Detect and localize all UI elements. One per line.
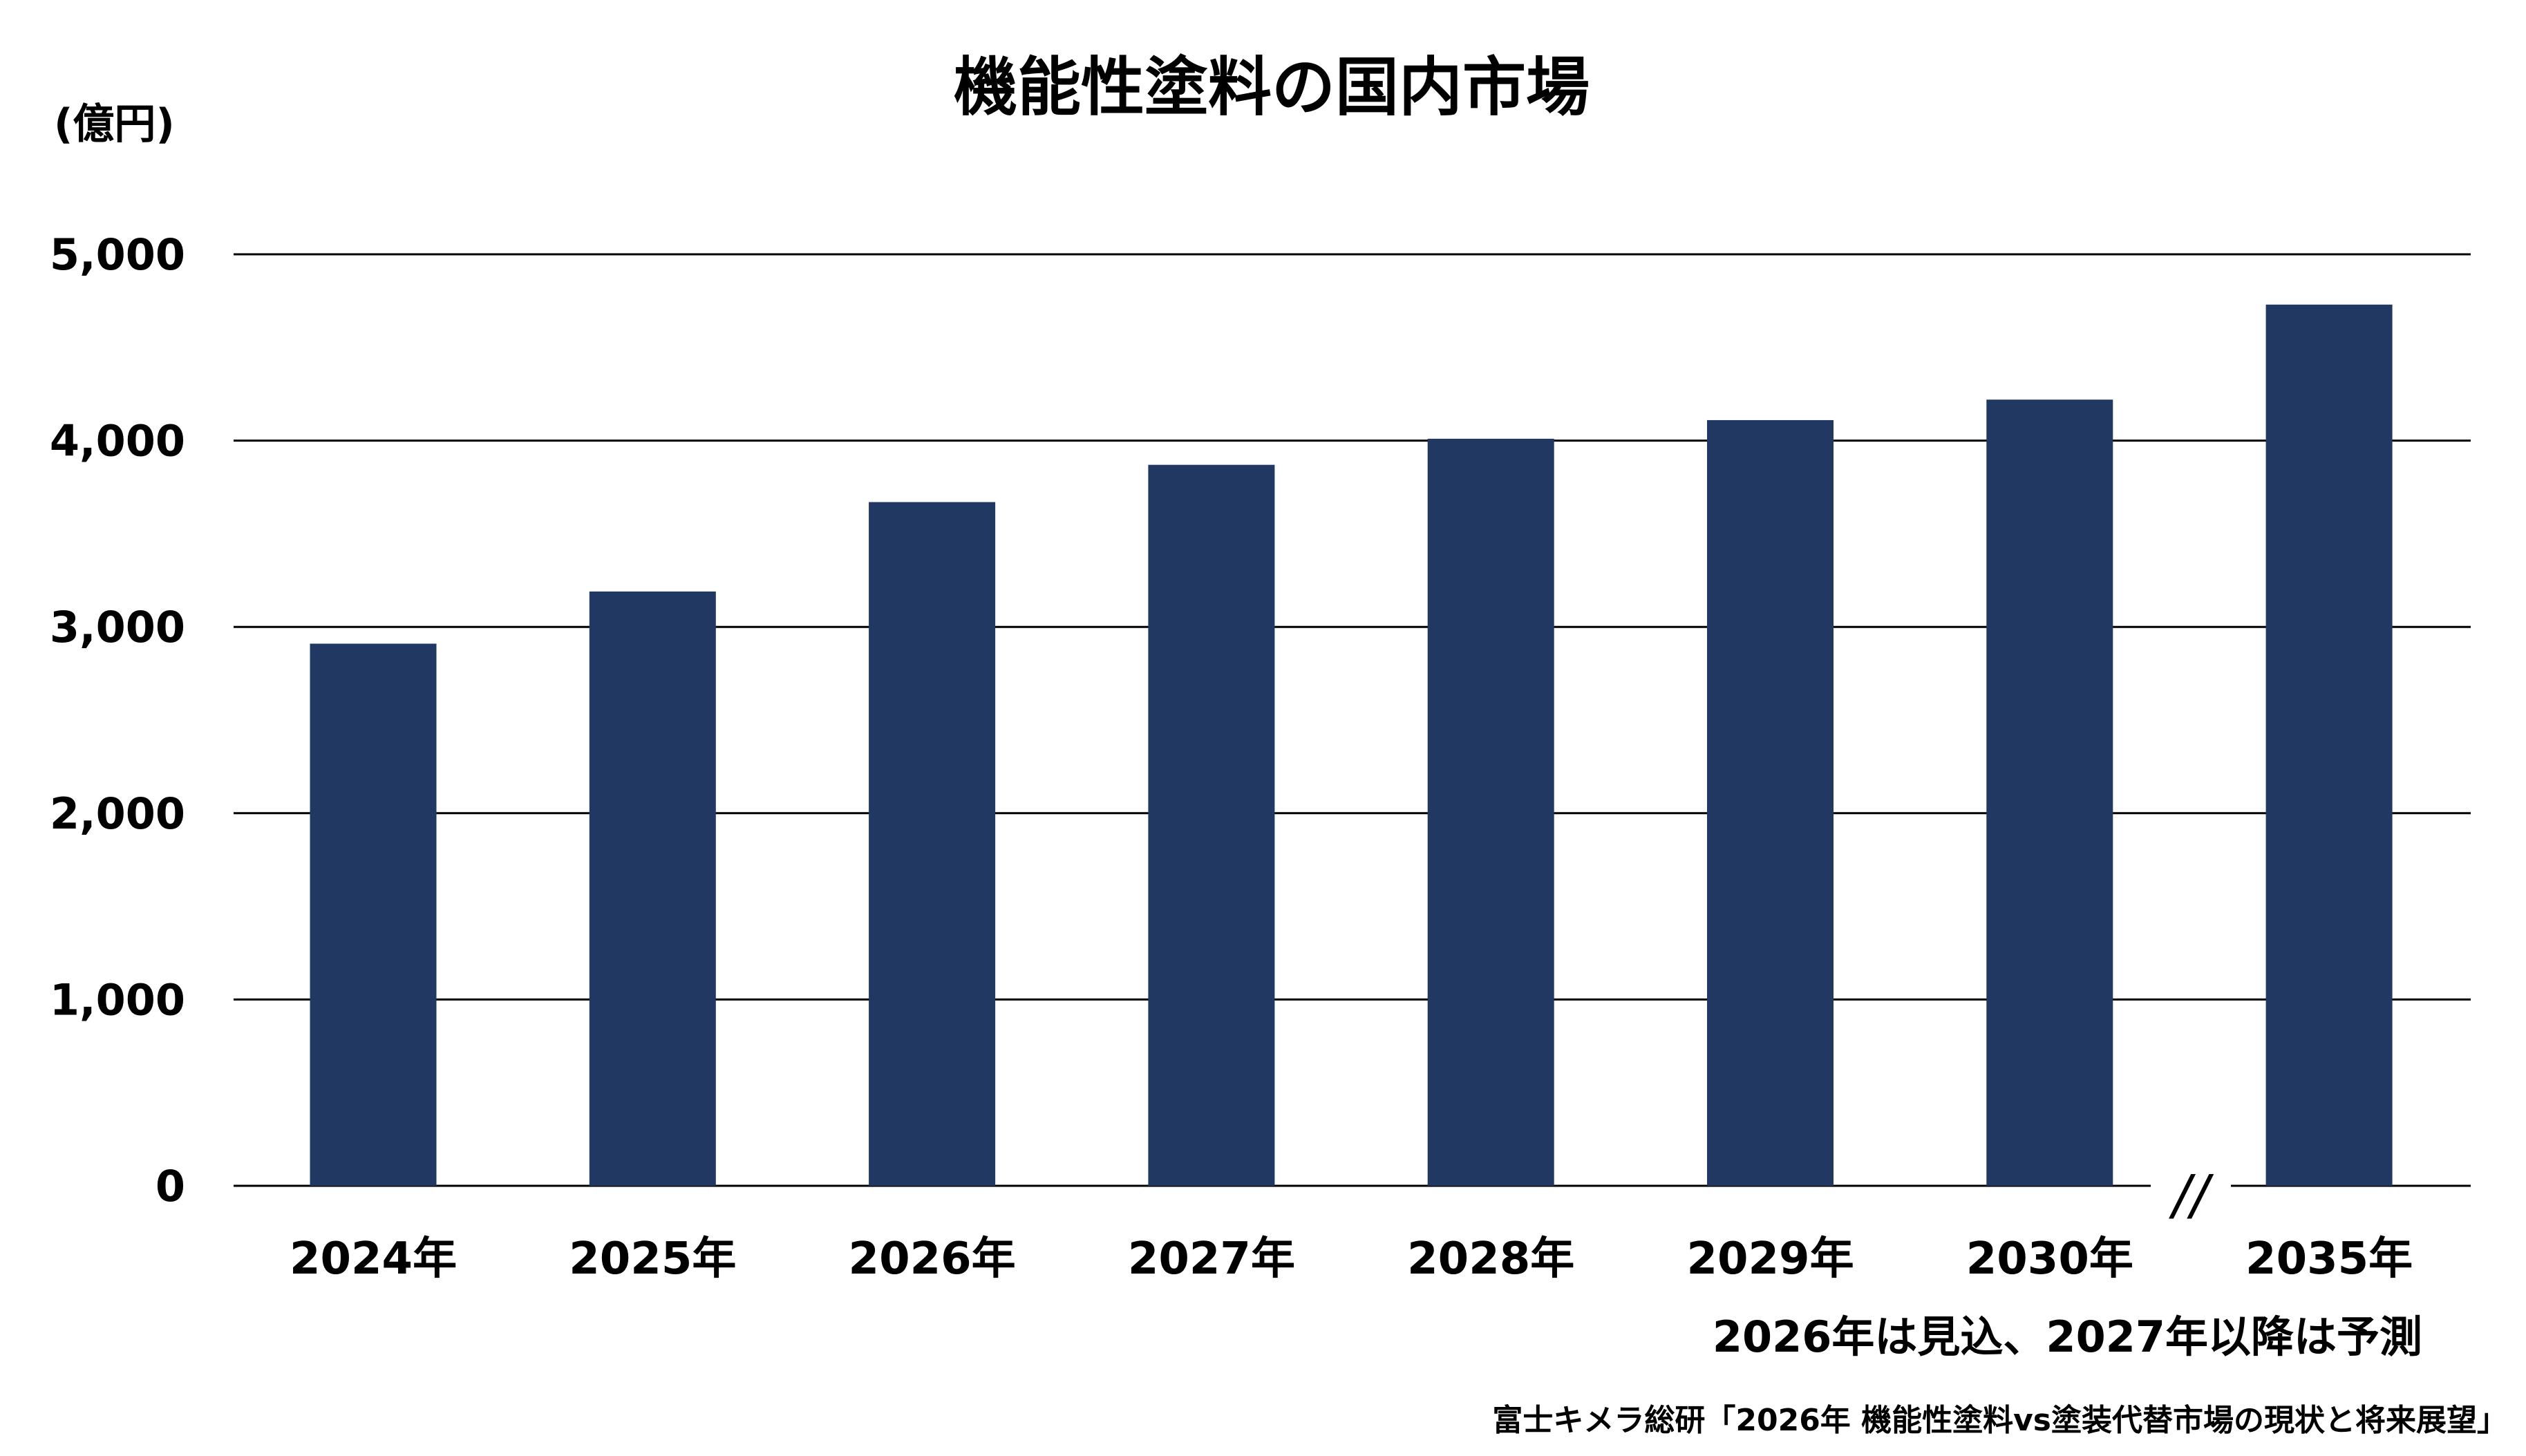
x-category-label: 2028年 bbox=[1407, 1233, 1574, 1285]
y-tick-label: 4,000 bbox=[50, 416, 185, 466]
bar-6 bbox=[1986, 399, 2113, 1186]
bar-3 bbox=[1148, 464, 1275, 1186]
x-category-label: 2035年 bbox=[2245, 1233, 2413, 1285]
bar-0 bbox=[310, 643, 437, 1186]
x-category-label: 2027年 bbox=[1128, 1233, 1295, 1285]
bars bbox=[310, 304, 2393, 1186]
bar-2 bbox=[869, 502, 996, 1186]
bar-4 bbox=[1427, 438, 1554, 1186]
bar-1 bbox=[589, 591, 716, 1186]
y-tick-label: 2,000 bbox=[50, 788, 185, 839]
bar-5 bbox=[1707, 419, 1834, 1186]
y-tick-label: 0 bbox=[155, 1161, 185, 1211]
y-tick-label: 5,000 bbox=[50, 229, 185, 280]
gridlines bbox=[234, 253, 2471, 1187]
x-category-label: 2029年 bbox=[1686, 1233, 1854, 1285]
bar-7 bbox=[2265, 304, 2393, 1186]
axis-break-mark: // bbox=[2169, 1164, 2214, 1227]
y-axis-ticks: 0 1,000 2,000 3,000 4,000 5,000 bbox=[50, 229, 185, 1211]
source-credit: 富士キメラ総研「2026年 機能性塗料vs塗装代替市場の現状と将来展望」 bbox=[1492, 1403, 2507, 1438]
x-category-label: 2030年 bbox=[1966, 1233, 2133, 1285]
x-category-label: 2025年 bbox=[569, 1233, 736, 1285]
x-category-label: 2024年 bbox=[290, 1233, 457, 1285]
axis-break: // bbox=[2169, 1164, 2214, 1227]
y-tick-label: 3,000 bbox=[50, 602, 185, 652]
y-axis-unit-label: (億円) bbox=[54, 100, 175, 149]
x-category-label: 2026年 bbox=[849, 1233, 1016, 1285]
forecast-note: 2026年は見込、2027年以降は予測 bbox=[1713, 1312, 2422, 1362]
chart-title: 機能性塗料の国内市場 bbox=[954, 50, 1590, 124]
y-tick-label: 1,000 bbox=[50, 974, 185, 1025]
x-axis-ticks: 2024年 2025年 2026年 2027年 2028年 2029年 2030年 2035年 bbox=[290, 1233, 2413, 1285]
